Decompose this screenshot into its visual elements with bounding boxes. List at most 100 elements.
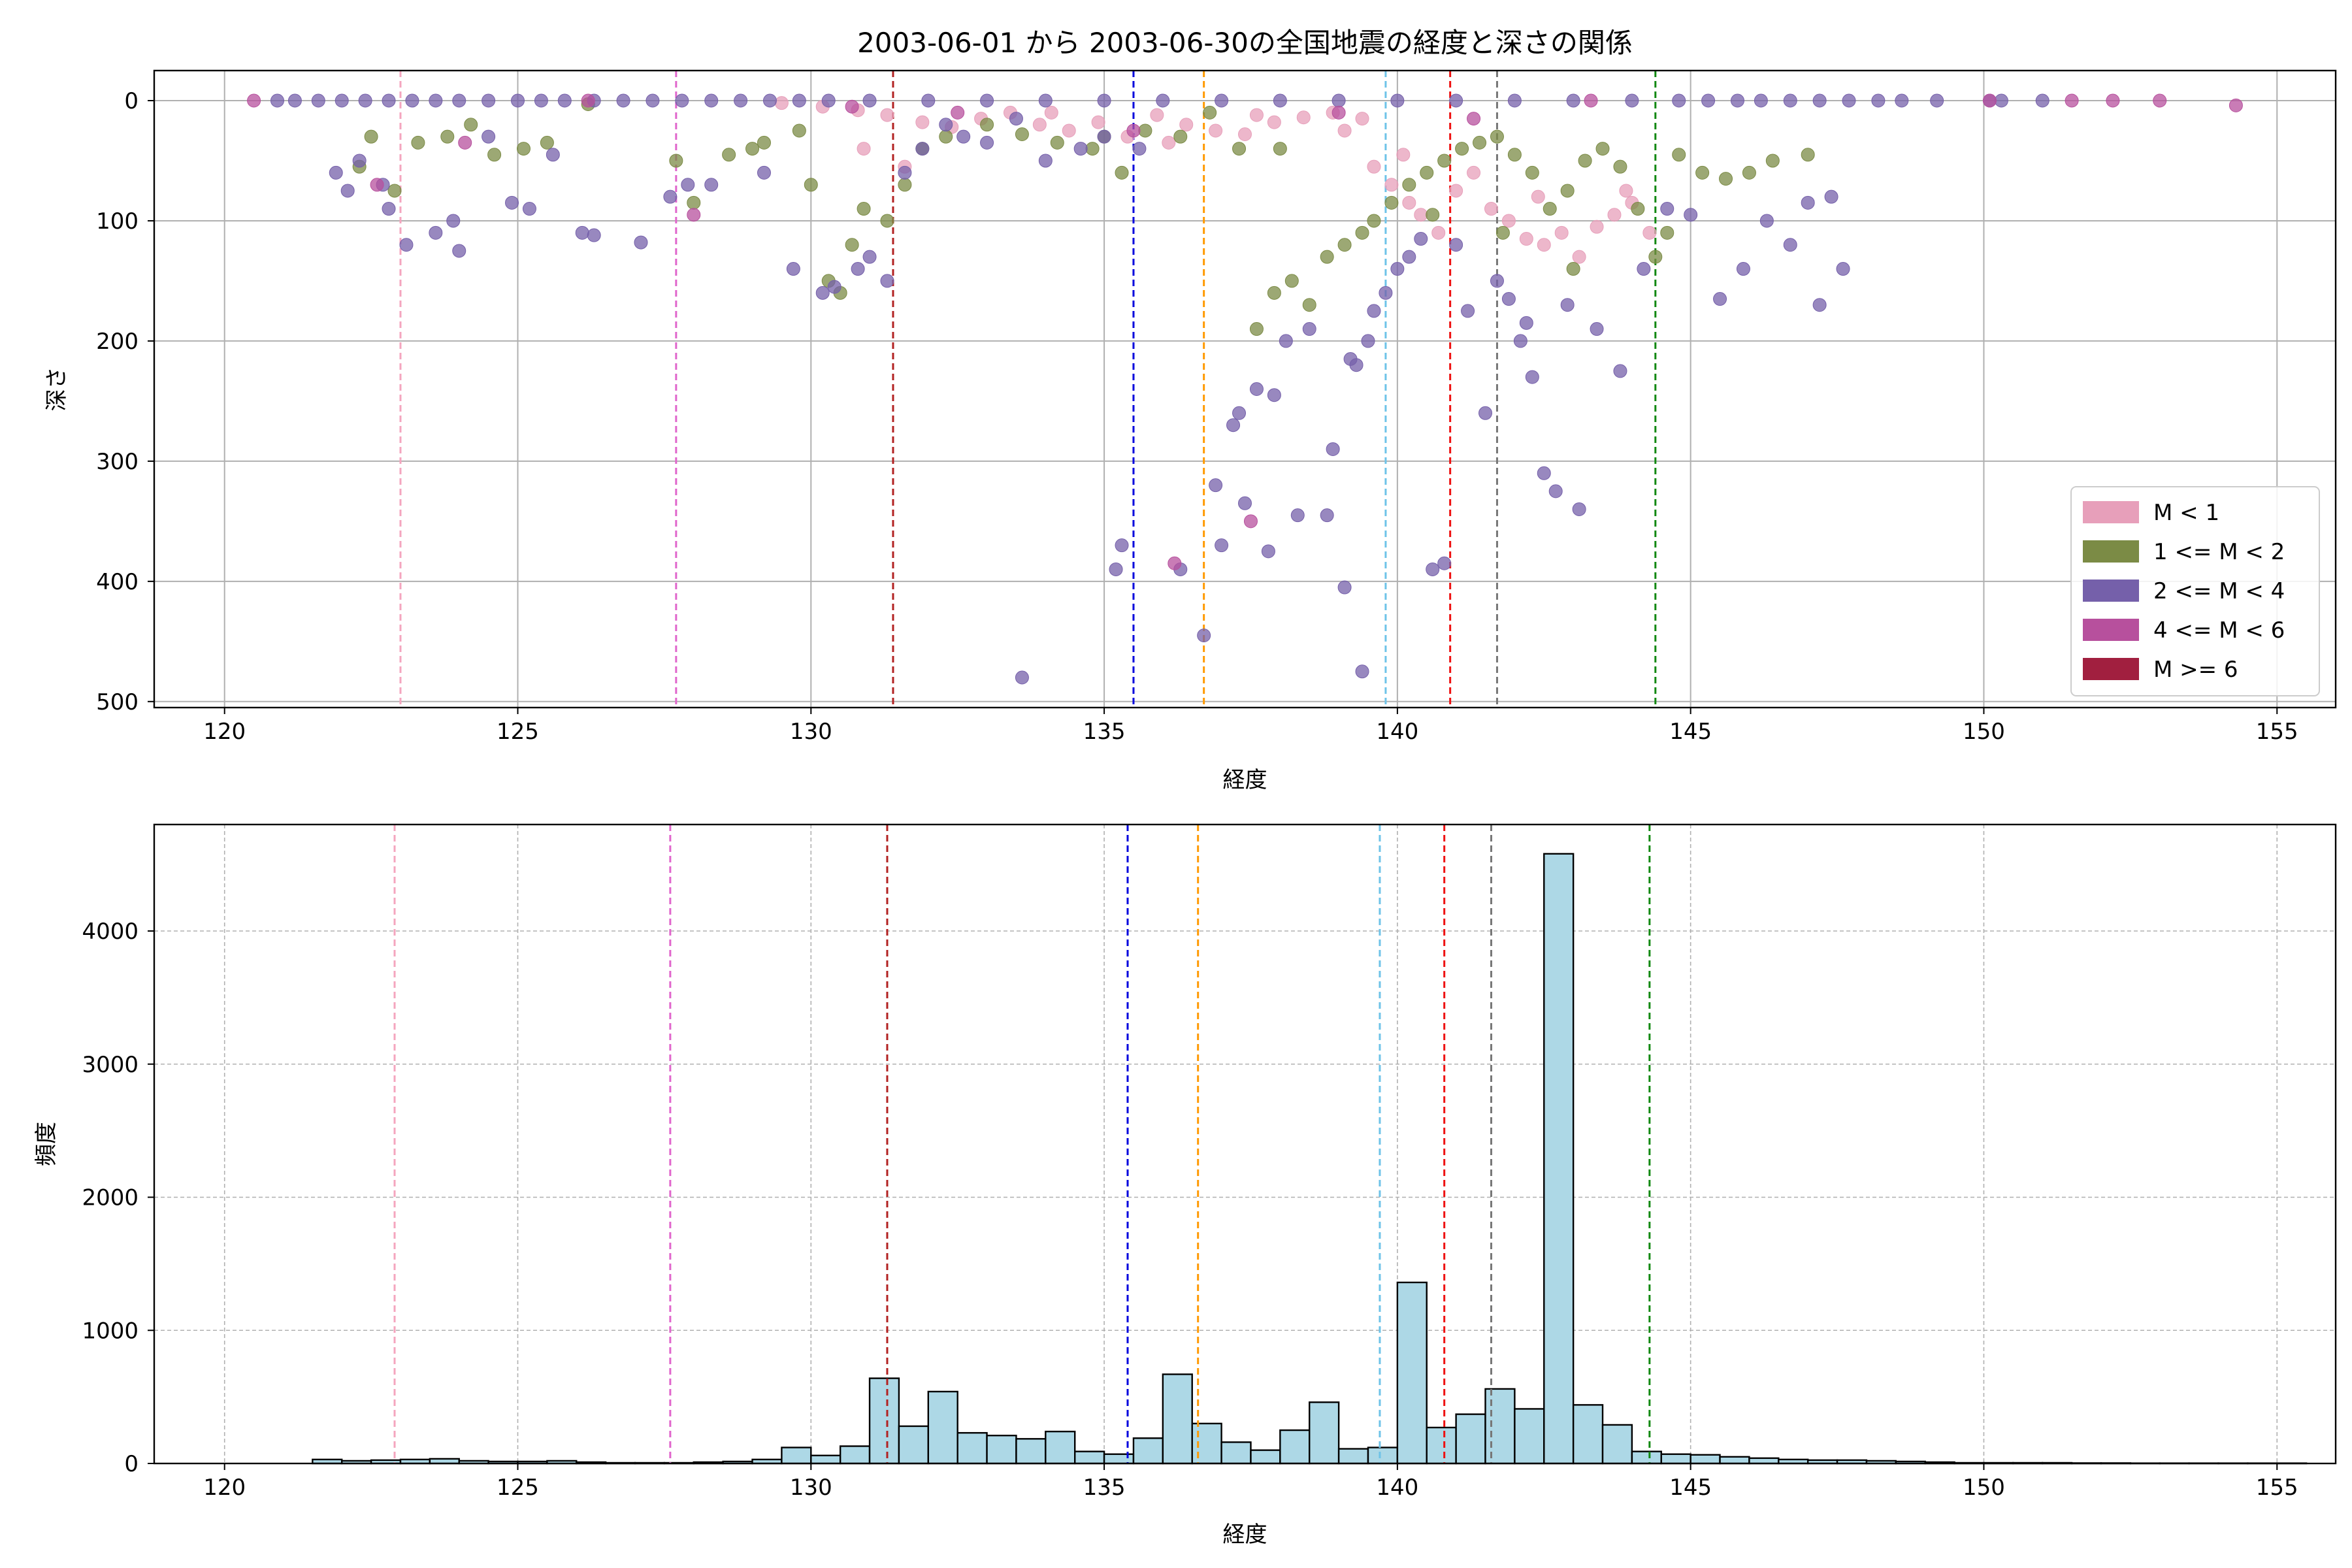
data-point — [1384, 195, 1399, 210]
data-point — [452, 93, 466, 108]
data-point — [587, 228, 601, 242]
data-point — [1672, 148, 1686, 162]
data-point — [1138, 123, 1152, 138]
data-point — [405, 93, 419, 108]
data-point — [1162, 135, 1176, 150]
histogram-bar — [927, 1390, 958, 1465]
data-point — [1238, 127, 1252, 141]
data-point — [2229, 98, 2243, 112]
data-point — [1759, 214, 1774, 228]
data-point — [1554, 225, 1569, 240]
data-point — [1695, 165, 1710, 180]
data-point — [857, 202, 871, 216]
data-point — [845, 238, 859, 252]
y-tick-label: 500 — [96, 689, 139, 715]
data-point — [1015, 127, 1029, 141]
data-point — [1584, 93, 1598, 108]
data-point — [1115, 538, 1129, 553]
data-point — [1109, 562, 1123, 576]
data-point — [1754, 93, 1768, 108]
histogram-bar — [956, 1431, 988, 1465]
data-point — [1484, 202, 1498, 216]
data-point — [1467, 112, 1481, 126]
histogram-x-axis-label: 経度 — [1223, 1522, 1267, 1548]
data-point — [1267, 388, 1281, 402]
data-point — [1431, 225, 1446, 240]
data-point — [1783, 93, 1797, 108]
data-point — [1449, 184, 1463, 198]
x-tick-label: 120 — [203, 1475, 246, 1501]
data-point — [1578, 154, 1592, 168]
data-point — [452, 244, 466, 258]
data-point — [774, 96, 789, 110]
histogram-bar — [1191, 1422, 1222, 1465]
x-tick-label: 145 — [1669, 719, 1712, 745]
data-point — [786, 262, 800, 276]
data-point — [1279, 334, 1293, 348]
y-tick-label: 300 — [96, 449, 139, 475]
x-tick-label: 140 — [1376, 1475, 1418, 1501]
data-point — [1384, 178, 1399, 192]
data-point — [980, 135, 994, 150]
data-point — [1215, 538, 1229, 553]
histogram-bar — [1074, 1450, 1105, 1465]
data-point — [1637, 262, 1651, 276]
data-point — [335, 93, 349, 108]
histogram-bar — [1601, 1424, 1633, 1465]
y-tick-label: 100 — [96, 208, 139, 235]
data-point — [845, 99, 859, 114]
scatter-points — [247, 93, 2243, 685]
histogram-bar — [1337, 1448, 1369, 1465]
data-point — [1701, 93, 1716, 108]
data-point — [1226, 418, 1241, 433]
data-point — [1455, 142, 1469, 156]
data-point — [951, 105, 965, 120]
y-tick-label: 0 — [124, 1451, 139, 1477]
data-point — [1426, 208, 1440, 222]
data-point — [557, 93, 572, 108]
data-point — [1126, 123, 1141, 138]
data-point — [645, 93, 660, 108]
y-tick-label: 2000 — [82, 1185, 139, 1211]
data-point — [1197, 629, 1211, 643]
data-point — [1525, 165, 1539, 180]
data-point — [2153, 93, 2167, 108]
histogram-bar — [986, 1435, 1017, 1465]
data-point — [1613, 364, 1627, 378]
data-point — [1249, 108, 1264, 122]
scatter-panel: 120 125 130 135 140 145 150 155 0 100 200 300 400 50… — [44, 27, 2337, 793]
data-point — [762, 93, 777, 108]
x-tick-label: 125 — [497, 719, 539, 745]
histogram-bar — [1631, 1450, 1662, 1465]
scatter-x-ticks: 120 125 130 135 140 145 150 155 — [203, 708, 2298, 745]
data-point — [1548, 484, 1563, 498]
legend-label: 4 <= M < 6 — [2153, 617, 2285, 644]
x-tick-label: 120 — [203, 719, 246, 745]
data-point — [575, 225, 589, 240]
data-point — [1379, 286, 1393, 300]
y-tick-label: 1000 — [82, 1318, 139, 1344]
data-point — [1349, 358, 1364, 372]
data-point — [675, 93, 689, 108]
data-point — [1097, 129, 1111, 144]
data-point — [681, 178, 695, 192]
histogram-bar — [1132, 1437, 1164, 1465]
data-point — [1179, 118, 1194, 132]
data-point — [915, 115, 930, 129]
data-point — [1367, 159, 1381, 174]
data-point — [411, 135, 425, 150]
data-point — [757, 165, 771, 180]
data-point — [340, 184, 355, 198]
data-point — [1631, 202, 1645, 216]
data-point — [1015, 670, 1029, 685]
data-point — [1355, 225, 1369, 240]
data-point — [370, 178, 384, 192]
data-point — [939, 129, 953, 144]
data-point — [1543, 202, 1557, 216]
data-point — [1414, 208, 1428, 222]
data-point — [734, 93, 748, 108]
data-point — [1062, 123, 1076, 138]
data-point — [1261, 544, 1275, 559]
data-point — [1284, 274, 1299, 288]
data-point — [1501, 292, 1516, 306]
